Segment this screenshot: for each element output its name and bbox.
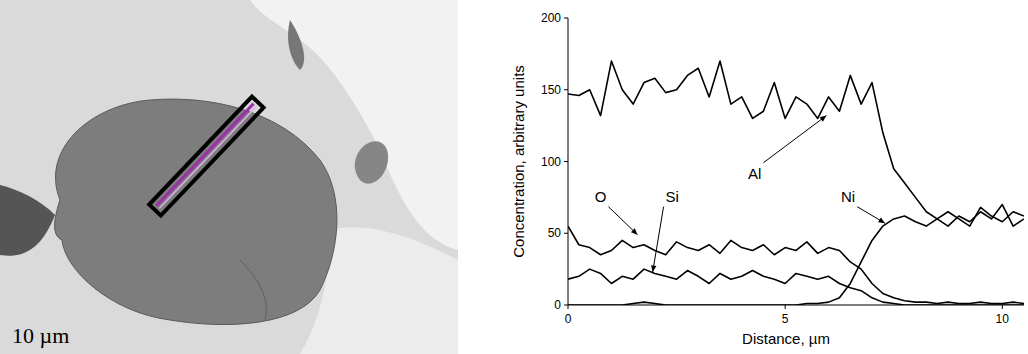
arrow-head [651,265,656,272]
y-tick-label: 50 [548,226,562,240]
x-tick-label: 5 [782,312,789,326]
x-tick-label: 0 [565,312,572,326]
series-label: Al [748,165,761,182]
scan-line [159,106,256,208]
line-scan-box [149,97,263,216]
label-arrow [653,207,664,272]
y-axis-title: Concentration, arbitrary units [510,65,527,258]
x-tick [1002,305,1003,309]
series-line [568,207,1024,305]
micrograph: 10 µm [0,0,458,354]
scale-label: 10 µm [12,323,69,348]
series-labels: Al O Si Ni [595,116,885,272]
y-tick-label: 0 [554,298,561,312]
y-tick-label: 200 [541,11,561,25]
y-tick [564,233,568,234]
label-arrow [763,116,826,163]
series-line [568,269,1024,305]
arrow-head [820,116,827,122]
series-label: O [595,188,607,205]
pore [288,20,304,70]
arrow-head [631,228,638,234]
small-particle [355,141,388,183]
arrow-head [878,218,885,224]
x-tick-label: 10 [996,312,1010,326]
y-tick [564,161,568,162]
scan-frame [149,97,263,216]
chart: 0 50 100 150 200 0 5 10 Distance, µm Concentratio… [510,11,1024,347]
particle [55,99,337,324]
y-tick-label: 150 [541,83,561,97]
label-arrow [857,207,885,224]
x-axis-title: Distance, µm [742,330,830,347]
crack [240,260,266,320]
micrograph-background [0,0,458,354]
pore [0,185,55,256]
series-line [568,226,1024,303]
y-tick-label: 100 [541,155,561,169]
y-tick [564,89,568,90]
y-tick [564,305,568,306]
y-tick [564,18,568,19]
label-arrow [608,207,637,235]
plot-lines [568,61,1024,305]
figure: 10 µm 0 50 100 150 200 0 5 10 Distance, µm Concent… [0,0,1028,354]
x-tick [568,305,569,309]
scan-line [156,104,253,206]
series-label: Si [666,188,679,205]
series-line [568,61,1024,226]
series-label: Ni [841,188,855,205]
x-tick [785,305,786,309]
